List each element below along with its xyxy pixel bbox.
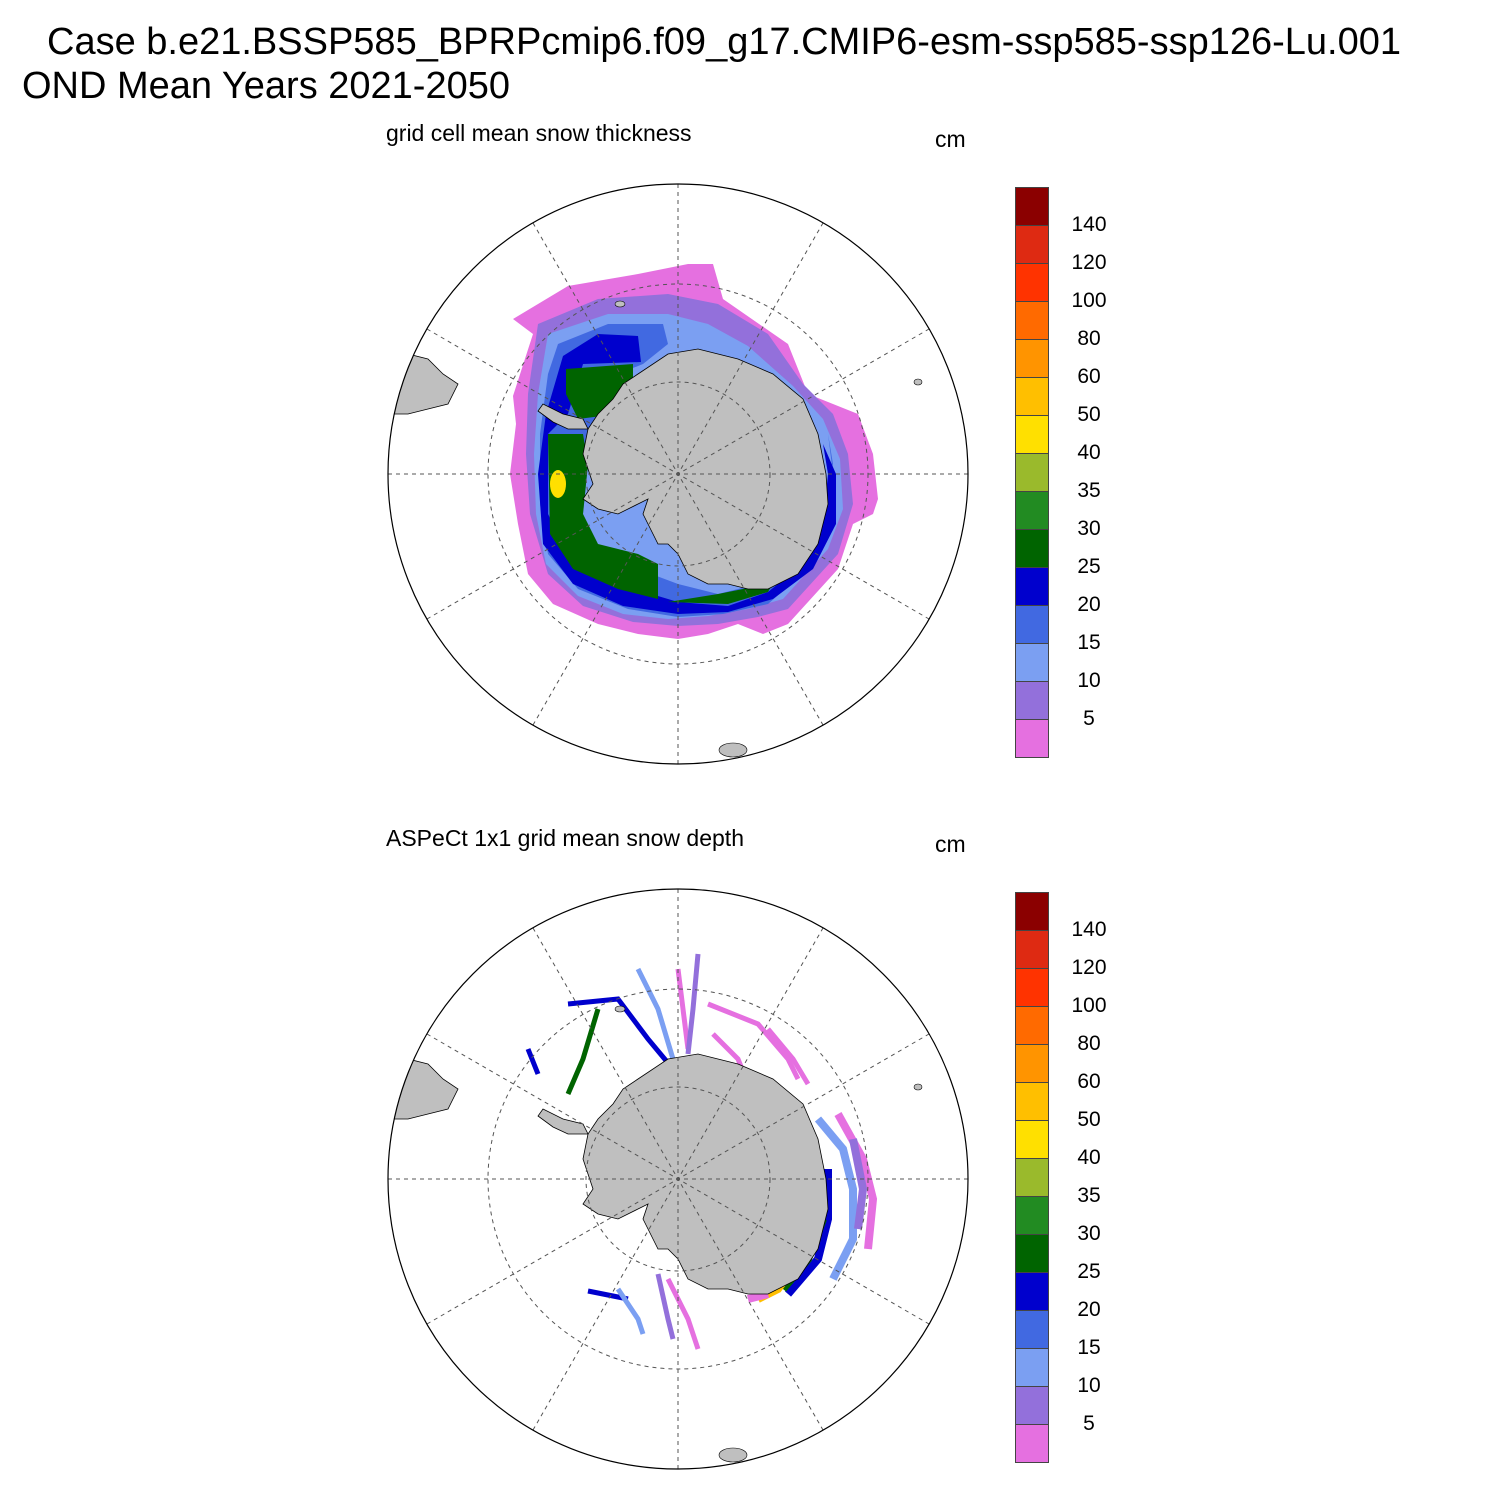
colorbar-label: 80	[1077, 1032, 1101, 1055]
colorbar-swatch	[1015, 1386, 1049, 1425]
colorbar-label: 100	[1071, 289, 1107, 312]
colorbar-swatch	[1015, 605, 1049, 644]
island	[913, 1083, 923, 1091]
colorbar-label: 80	[1077, 327, 1101, 350]
colorbar-swatch	[1015, 491, 1049, 530]
antarctic-peninsula	[537, 403, 589, 430]
colorbar-label: 120	[1071, 956, 1107, 979]
colorbar-swatch	[1015, 453, 1049, 492]
colorbar-label: 140	[1071, 918, 1107, 941]
island	[718, 742, 748, 758]
colorbar-swatch	[1015, 529, 1049, 568]
island	[614, 1005, 626, 1013]
colorbar-swatch	[1015, 930, 1049, 969]
antarctic-peninsula	[537, 1108, 589, 1135]
snow-40cm-patch	[550, 470, 566, 498]
colorbar-swatch	[1015, 681, 1049, 720]
colorbar-label: 60	[1077, 365, 1101, 388]
model-polar-map	[387, 183, 969, 765]
colorbar-swatch	[1015, 643, 1049, 682]
panel-title: ASPeCt 1x1 grid mean snow depth	[386, 825, 744, 851]
colorbar-label: 10	[1077, 1374, 1101, 1397]
colorbar-swatch	[1015, 1006, 1049, 1045]
colorbar-swatch	[1015, 968, 1049, 1007]
colorbar-swatch	[1015, 1158, 1049, 1197]
colorbar-swatch	[1015, 1424, 1049, 1463]
colorbar: 5 10 15 20 25 30 35 40 50 60 80 100 120 140	[1015, 187, 1107, 758]
colorbar-label: 30	[1077, 1222, 1101, 1245]
colorbar-swatch	[1015, 1120, 1049, 1159]
colorbar-label: 20	[1077, 593, 1101, 616]
observation-tracks	[525, 953, 811, 1095]
colorbar-swatch	[1015, 1196, 1049, 1235]
map-border	[387, 888, 969, 1470]
map-border	[387, 183, 969, 765]
observation-ross-tracks	[587, 1273, 701, 1350]
colorbar-label: 5	[1083, 707, 1095, 730]
period-title: OND Mean Years 2021-2050	[22, 65, 510, 107]
snow-30cm-zone-3	[668, 574, 778, 604]
colorbar-label: 15	[1077, 1336, 1101, 1359]
colorbar-swatch	[1015, 892, 1049, 931]
panel-title: grid cell mean snow thickness	[386, 120, 692, 146]
colorbar-label: 35	[1077, 1184, 1101, 1207]
colorbar-swatch	[1015, 567, 1049, 606]
aspect-polar-map	[387, 888, 969, 1470]
snow-30cm-zone-2	[548, 434, 658, 599]
colorbar: 5 10 15 20 25 30 35 40 50 60 80 100 120 140	[1015, 892, 1107, 1463]
colorbar-label: 40	[1077, 441, 1101, 464]
colorbar-swatch	[1015, 1272, 1049, 1311]
island	[913, 378, 923, 386]
units-label: cm	[935, 126, 966, 152]
colorbar-swatch	[1015, 1082, 1049, 1121]
colorbar-label: 25	[1077, 555, 1101, 578]
colorbar-label: 40	[1077, 1146, 1101, 1169]
colorbar-swatch	[1015, 415, 1049, 454]
colorbar-label: 20	[1077, 1298, 1101, 1321]
colorbar-label: 50	[1077, 1108, 1101, 1131]
graticule	[388, 889, 968, 1469]
colorbar-label: 100	[1071, 994, 1107, 1017]
colorbar-label: 35	[1077, 479, 1101, 502]
colorbar-swatch	[1015, 1310, 1049, 1349]
colorbar-label: 140	[1071, 213, 1107, 236]
colorbar-swatch	[1015, 1234, 1049, 1273]
case-title: Case b.e21.BSSP585_BPRPcmip6.f09_g17.CMI…	[47, 21, 1401, 63]
island	[614, 300, 626, 308]
colorbar-label: 25	[1077, 1260, 1101, 1283]
colorbar-label: 30	[1077, 517, 1101, 540]
colorbar-swatch	[1015, 187, 1049, 226]
model-panel: grid cell mean snow thickness cm	[0, 0, 1500, 765]
colorbar-swatch	[1015, 301, 1049, 340]
colorbar-label: 60	[1077, 1070, 1101, 1093]
colorbar-label: 5	[1083, 1412, 1095, 1435]
colorbar-label: 15	[1077, 631, 1101, 654]
colorbar-label: 120	[1071, 251, 1107, 274]
colorbar-label: 10	[1077, 669, 1101, 692]
colorbar-swatch	[1015, 377, 1049, 416]
colorbar-swatch	[1015, 1348, 1049, 1387]
colorbar-label: 50	[1077, 403, 1101, 426]
units-label: cm	[935, 831, 966, 857]
colorbar-swatch	[1015, 1044, 1049, 1083]
colorbar-swatch	[1015, 719, 1049, 758]
island	[718, 1447, 748, 1463]
snow-25cm-zone	[538, 334, 836, 614]
graticule	[388, 184, 968, 764]
